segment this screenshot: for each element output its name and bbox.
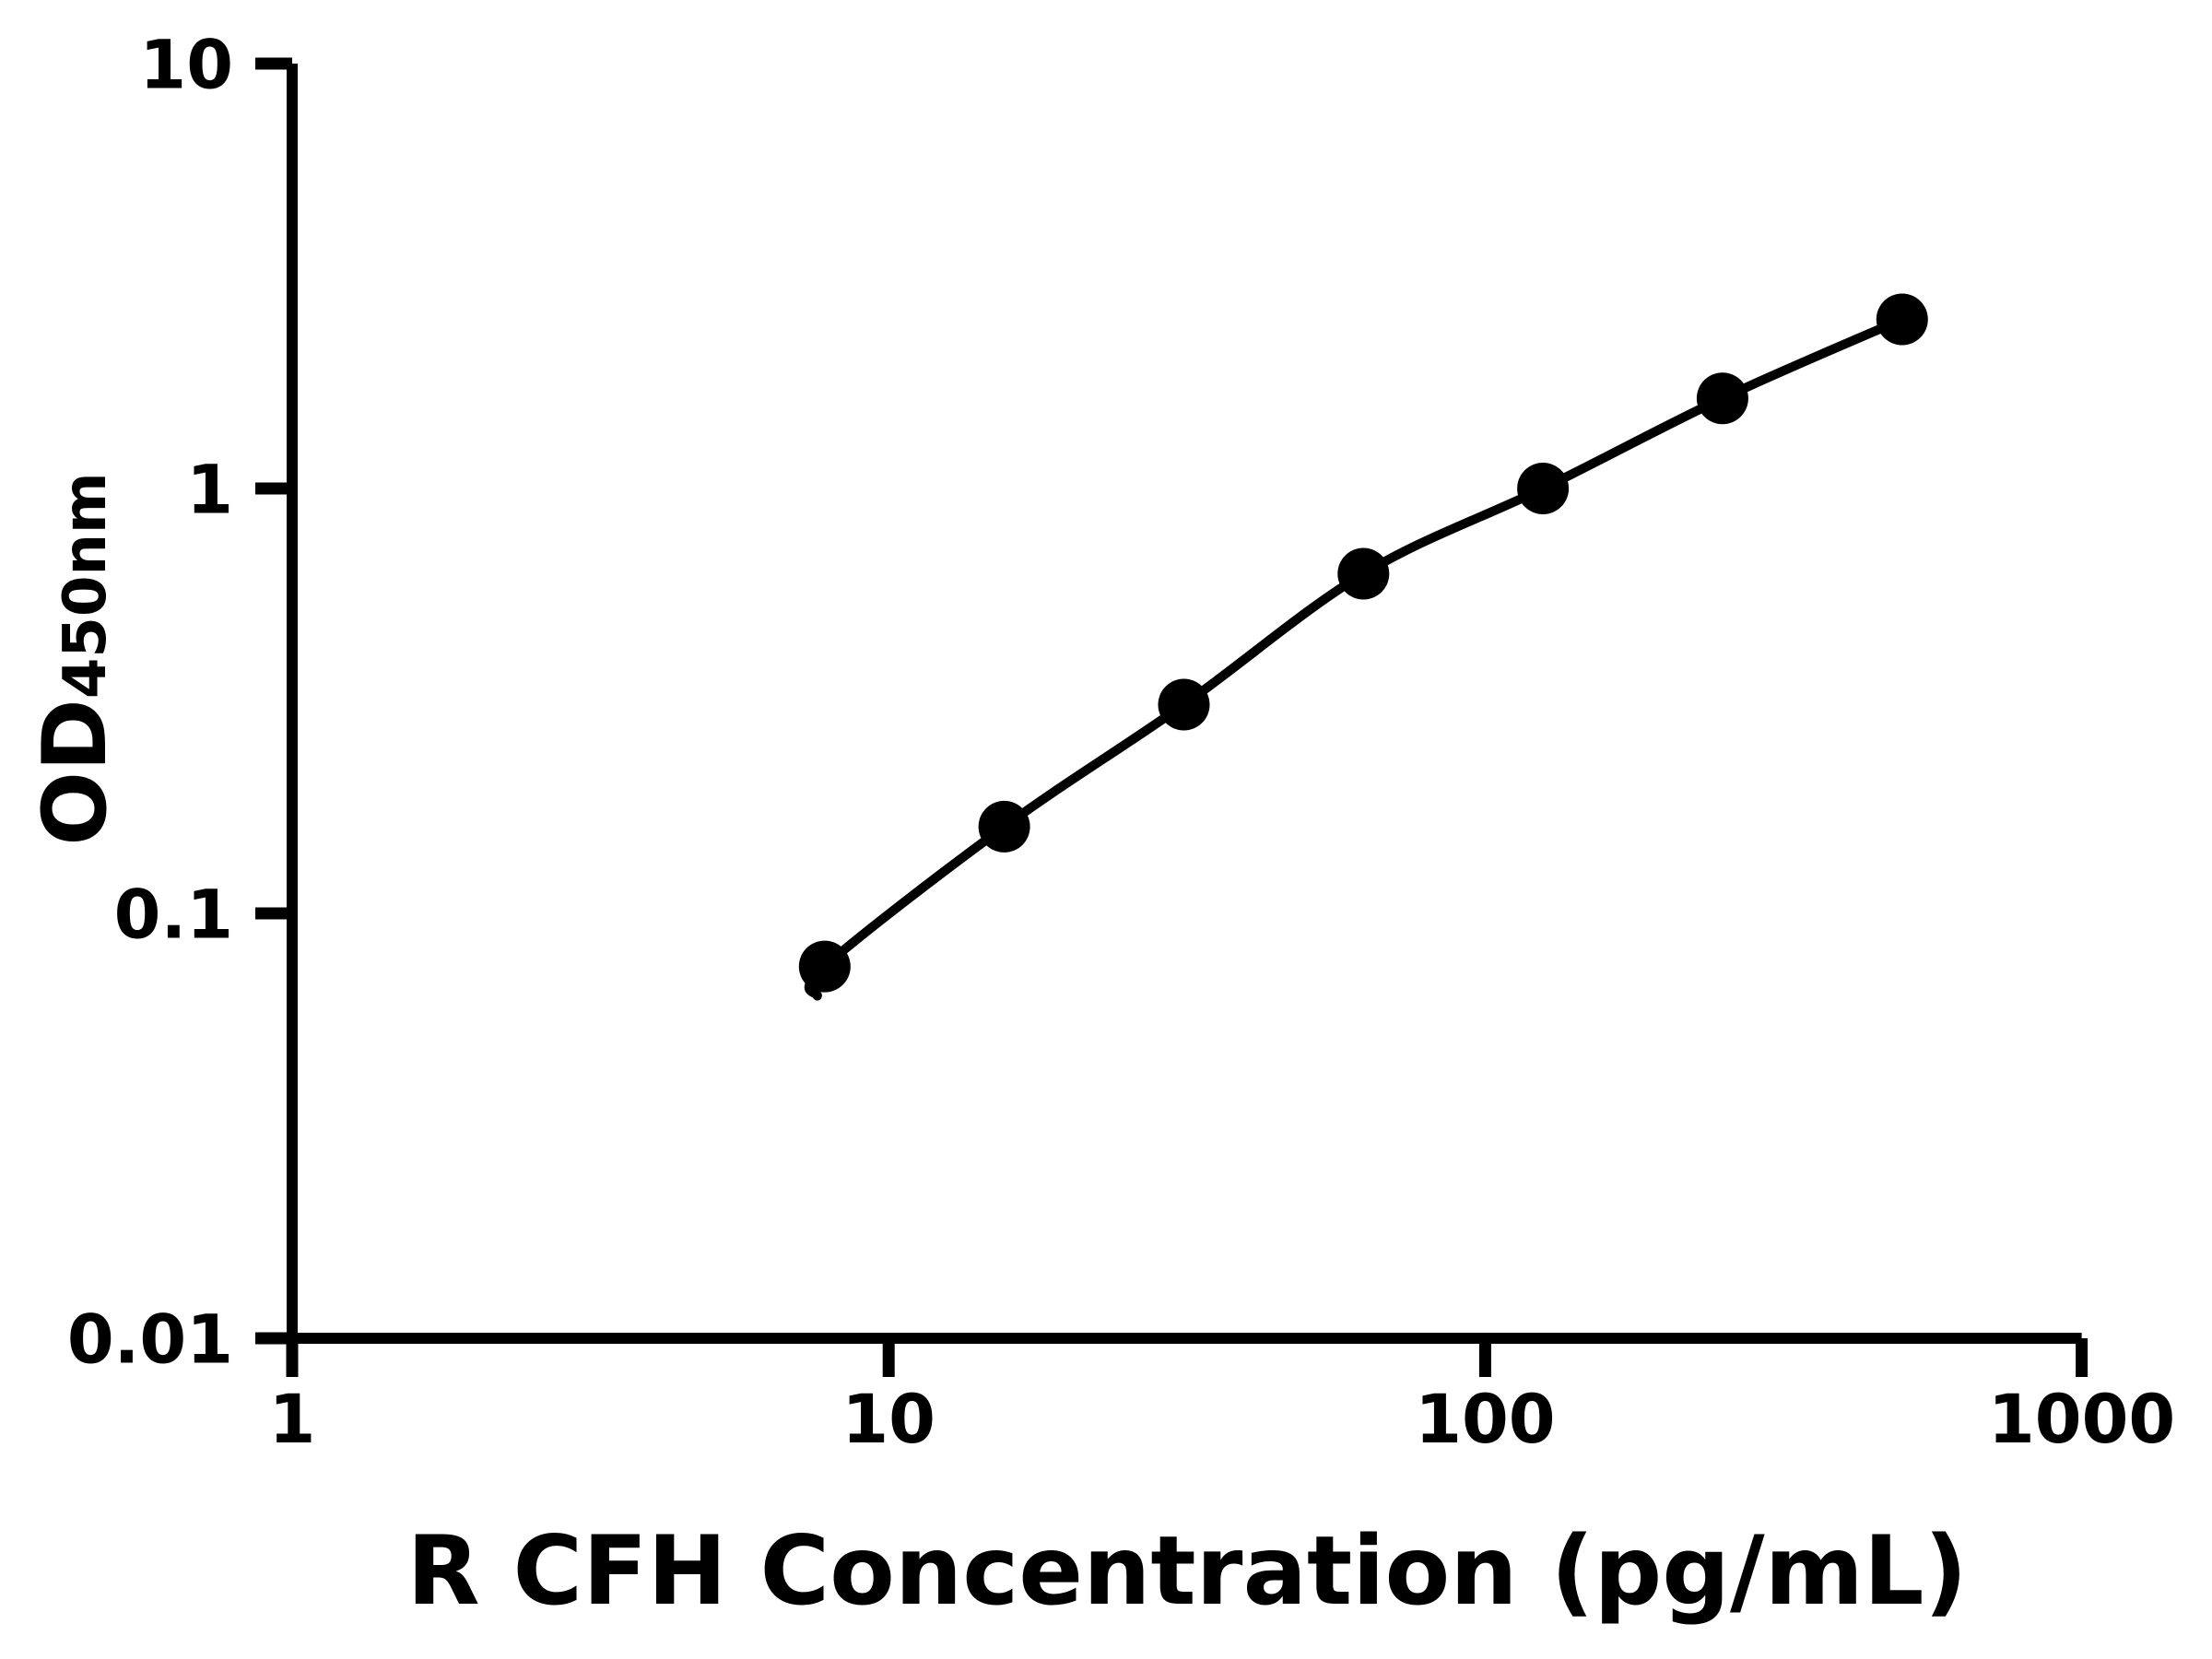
y-axis-title-main: OD: [25, 699, 126, 846]
axis-ticks: 10 1 0.1 0.01 1 10 100 1000: [67, 26, 2175, 1459]
y-tick-label: 0.1: [114, 876, 233, 954]
x-tick-label: 1: [269, 1381, 316, 1459]
x-tick-label: 100: [1415, 1381, 1555, 1459]
data-point: [1696, 372, 1748, 425]
data-series: [798, 293, 1928, 1001]
data-point: [1158, 678, 1210, 731]
x-tick-label: 1000: [1988, 1381, 2175, 1459]
y-axis-title-sub: 450nm: [52, 472, 120, 699]
data-point: [1876, 293, 1928, 346]
y-tick-label: 0.01: [67, 1300, 233, 1379]
data-point: [798, 940, 851, 993]
y-axis-title: OD450nm: [25, 472, 126, 845]
x-axis-title: R CFH Concentration (pg/mL): [406, 1516, 1967, 1627]
y-tick-label: 1: [186, 451, 233, 529]
y-tick-label: 10: [139, 26, 233, 104]
x-tick-label: 10: [841, 1381, 935, 1459]
data-point: [1337, 547, 1390, 600]
data-point: [1517, 463, 1570, 514]
standard-curve-line: [804, 314, 1907, 1001]
data-point: [978, 800, 1030, 853]
